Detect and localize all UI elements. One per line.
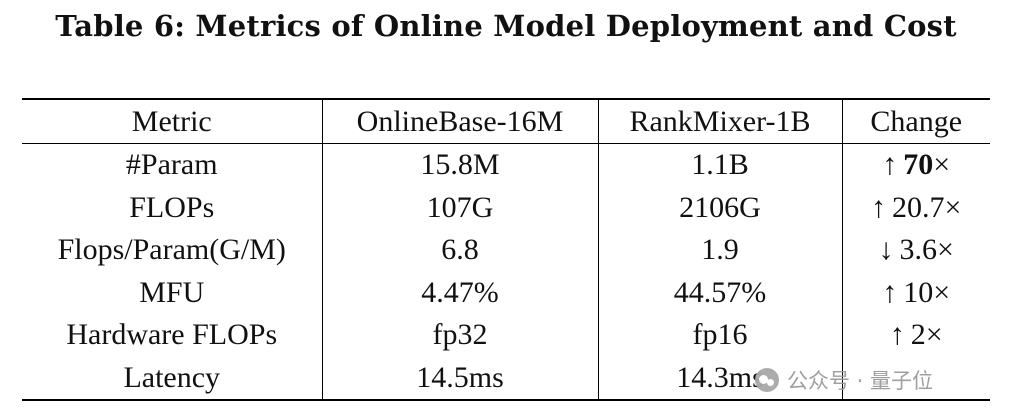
header-metric: Metric [22,99,323,144]
watermark: 公众号 · 量子位 [755,362,933,398]
cell-metric: Flops/Param(G/M) [22,229,323,272]
cell-metric: MFU [22,271,323,314]
times-symbol: × [933,148,951,182]
cell-metric: #Param [22,143,323,187]
cell-rankmixer: 1.9 [598,229,843,272]
cell-rankmixer: 14.3ms [598,356,843,400]
change-value: 10 [903,275,934,309]
change-value: 20.7 [892,190,945,224]
table-row: Latency 14.5ms 14.3ms [22,356,990,400]
header-onlinebase: OnlineBase-16M [322,99,599,144]
wechat-icon [755,368,779,392]
table-header-row: Metric OnlineBase-16M RankMixer-1B Chang… [22,99,990,144]
cell-onlinebase: 107G [322,186,599,229]
cell-metric: Hardware FLOPs [22,314,323,357]
metrics-table: Metric OnlineBase-16M RankMixer-1B Chang… [22,98,990,401]
cell-onlinebase: 15.8M [322,143,599,187]
times-symbol: × [937,233,954,267]
cell-onlinebase: 14.5ms [322,356,599,400]
table-caption: Table 6: Metrics of Online Model Deploym… [55,9,957,43]
arrow-up-icon: ↑ [882,148,898,182]
table-row: Flops/Param(G/M) 6.8 1.9 ↓ 3.6× [22,229,990,272]
cell-onlinebase: 4.47% [322,271,599,314]
times-symbol: × [933,275,951,309]
arrow-down-icon: ↓ [878,233,894,267]
header-rankmixer: RankMixer-1B [598,99,843,144]
cell-onlinebase: 6.8 [322,229,599,272]
arrow-up-icon: ↑ [889,318,905,352]
cell-rankmixer: fp16 [598,314,843,357]
change-value: 70 [903,148,934,182]
watermark-text: 公众号 · 量子位 [787,369,934,393]
times-symbol: × [925,318,943,352]
cell-metric: FLOPs [22,186,323,229]
cell-onlinebase: fp32 [322,314,599,357]
times-symbol: × [944,190,962,224]
cell-change: ↓ 3.6× [842,229,990,272]
table-row: FLOPs 107G 2106G ↑ 20.7× [22,186,990,230]
cell-rankmixer: 2106G [598,186,843,229]
cell-rankmixer: 1.1B [598,143,843,187]
cell-rankmixer: 44.57% [598,271,843,314]
arrow-up-icon: ↑ [871,190,887,224]
arrow-up-icon: ↑ [882,275,898,309]
change-value: 2 [910,318,926,352]
cell-change: ↑ 2× [842,314,990,357]
table-row: #Param 15.8M 1.1B ↑ 70× [22,143,990,187]
cell-metric: Latency [22,356,323,400]
cell-change: ↑ 20.7× [842,187,990,230]
cell-change: ↑ 70× [842,144,990,187]
table-row: Hardware FLOPs fp32 fp16 ↑ 2× [22,314,990,357]
header-change: Change [870,105,963,138]
table-row: MFU 4.47% 44.57% ↑ 10× [22,271,990,315]
cell-change: ↑ 10× [842,272,990,315]
change-value: 3.6 [899,233,938,267]
